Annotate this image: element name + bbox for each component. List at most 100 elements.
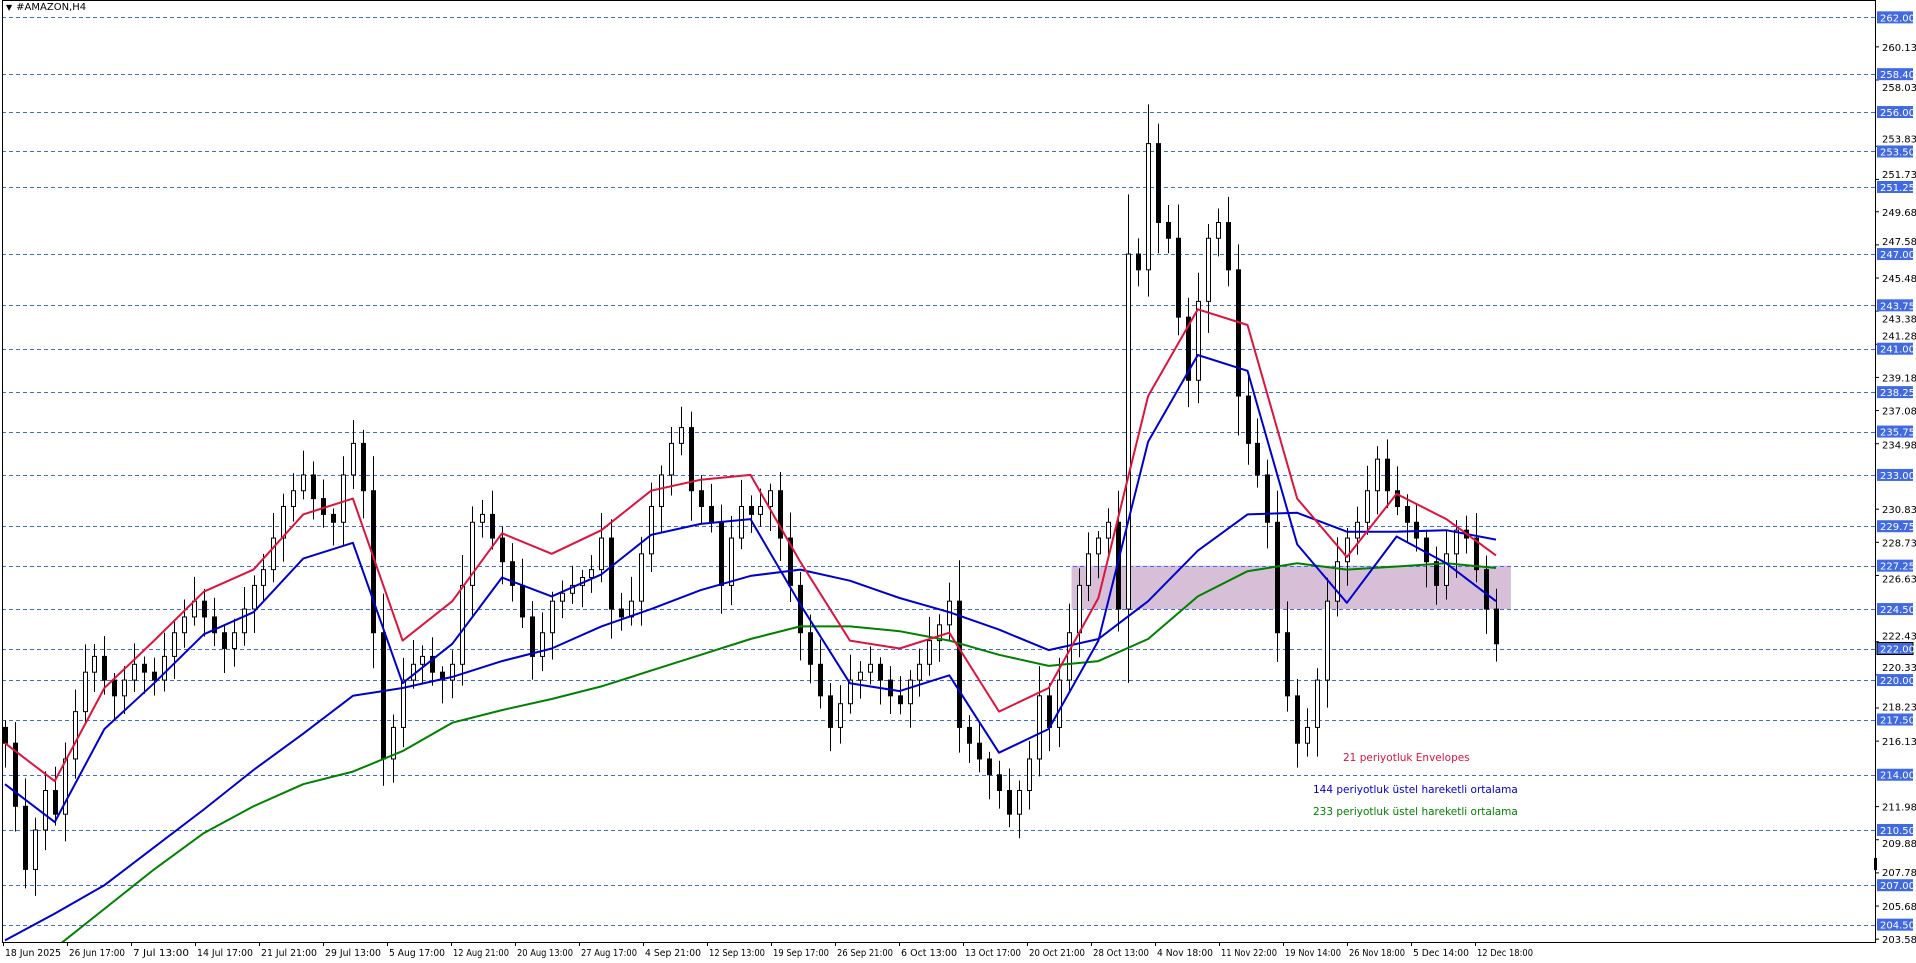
candle-body-down [1186,316,1191,381]
candle-body-down [788,537,793,586]
price-tick-label: 222.43 [1882,632,1916,643]
candle-body-up [450,663,455,681]
candle-body-down [1255,442,1260,476]
level-price-label-bg [1877,674,1913,687]
candle [232,618,237,667]
candle-body-up [261,569,266,586]
candle [1136,238,1141,287]
candle-body-down [1295,695,1300,744]
candle-body-up [391,726,396,760]
candle [162,632,167,692]
candle [1146,104,1151,297]
candle [420,645,425,683]
price-tick-label: 237.08 [1882,407,1916,418]
candle [401,657,406,748]
level-price-label-bg [1877,559,1913,572]
candle-body-up [937,624,942,642]
candle [500,526,505,585]
candle-body-up [868,663,873,673]
level-price-label: 217.50 [1880,716,1915,727]
triangle-down-icon[interactable]: ▼ [6,3,13,12]
candle [361,429,366,519]
candle [43,771,48,851]
candle [917,648,922,697]
price-tick-label: 203.58 [1882,935,1916,946]
candle [331,508,336,546]
time-tick-label: 12 Aug 21:00 [453,948,509,959]
candle-body-up [1086,553,1091,586]
candle [1236,244,1241,436]
level-price-label: 247.00 [1880,250,1915,261]
candle-body-up [1196,300,1201,381]
candle [430,637,435,686]
chart-title: ▼ #AMAZON,H4 [6,2,86,13]
candle [122,666,127,714]
time-tick-label: 19 Sep 17:00 [773,948,829,959]
candle [13,722,18,832]
candle-body-up [351,442,356,476]
candle-body-up [908,679,913,705]
candle-body-up [242,608,247,634]
price-marker [1874,858,1877,870]
legend-ema-144: 144 periyotluk üstel hareketli ortalama [1313,784,1518,796]
level-price-label: 235.75 [1880,428,1915,439]
candle [1126,194,1131,683]
candle [142,656,147,694]
level-price-label-bg [1877,520,1913,533]
candle-body-down [500,537,505,563]
level-price-label: 233.00 [1880,471,1915,482]
candle [1017,780,1022,839]
candle-body-down [212,616,217,634]
price-tick-label: 239.18 [1882,373,1916,384]
candle-body-up [1027,758,1032,792]
candle [1027,740,1032,810]
candle [351,420,356,490]
candle-body-down [361,442,366,492]
candle [589,555,594,593]
candle-body-down [1246,395,1251,444]
level-price-label: 222.00 [1880,645,1915,656]
candle-body-down [828,695,833,728]
candle [291,473,296,522]
candle [1047,682,1052,752]
level-price-label-bg [1877,713,1913,726]
candle [828,682,833,752]
level-price-label: 214.00 [1880,771,1915,782]
candle-body-down [689,427,694,492]
price-tick-label: 249.68 [1882,208,1916,219]
candle-body-up [460,584,465,665]
candle [530,601,535,680]
level-price-label-bg [1877,68,1913,81]
candle [1434,546,1439,605]
candle-body-up [172,632,177,657]
candle [1037,666,1042,777]
candle [768,483,773,531]
candle [778,472,783,561]
candle-body-up [768,490,773,508]
level-price-label: 241.00 [1880,345,1915,356]
candle-body-down [1424,537,1429,563]
candle [460,555,465,686]
candle [132,643,137,692]
candle-body-up [182,616,187,634]
ema-144-line [4,511,1497,942]
candle [261,553,266,602]
candle-body-up [1106,521,1111,539]
candle [520,558,525,628]
level-price-label: 224.50 [1880,605,1915,616]
candle-body-down [888,679,893,697]
candle-body-down [520,584,525,618]
price-tick-label: 216.13 [1882,737,1916,748]
time-tick-label: 14 Jul 17:00 [197,948,253,959]
price-tick-label: 205.68 [1882,902,1916,913]
candle [311,461,316,520]
candle [689,411,694,521]
candle [102,636,107,695]
candle-body-down [808,632,813,665]
candle-body-down [490,513,495,539]
candle [1335,537,1340,617]
candle-body-down [1484,569,1489,610]
candle [1375,446,1380,515]
candle-body-down [977,742,982,760]
